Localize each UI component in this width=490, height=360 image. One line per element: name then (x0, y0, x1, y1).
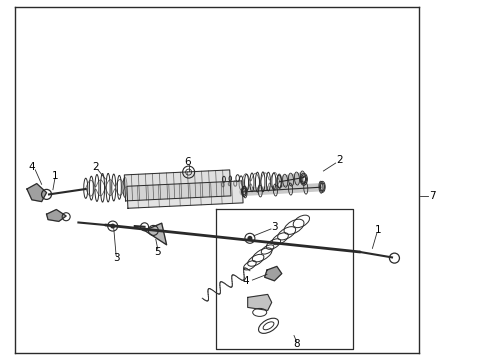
Circle shape (247, 236, 252, 241)
Text: 1: 1 (375, 225, 382, 235)
Text: 7: 7 (429, 191, 436, 201)
Polygon shape (47, 210, 66, 221)
Polygon shape (124, 170, 231, 201)
Text: 8: 8 (293, 339, 300, 349)
Text: 4: 4 (243, 276, 249, 286)
Text: 4: 4 (28, 162, 35, 172)
Text: 2: 2 (336, 155, 343, 165)
Polygon shape (248, 294, 271, 310)
Polygon shape (127, 181, 243, 208)
Polygon shape (145, 223, 167, 245)
Text: 5: 5 (154, 247, 161, 257)
Text: 2: 2 (92, 162, 99, 172)
Polygon shape (265, 266, 282, 281)
Polygon shape (27, 184, 47, 202)
Text: 3: 3 (113, 253, 120, 264)
Circle shape (110, 224, 115, 229)
Text: 3: 3 (271, 222, 278, 232)
Text: 1: 1 (51, 171, 58, 181)
Text: 6: 6 (184, 157, 191, 167)
